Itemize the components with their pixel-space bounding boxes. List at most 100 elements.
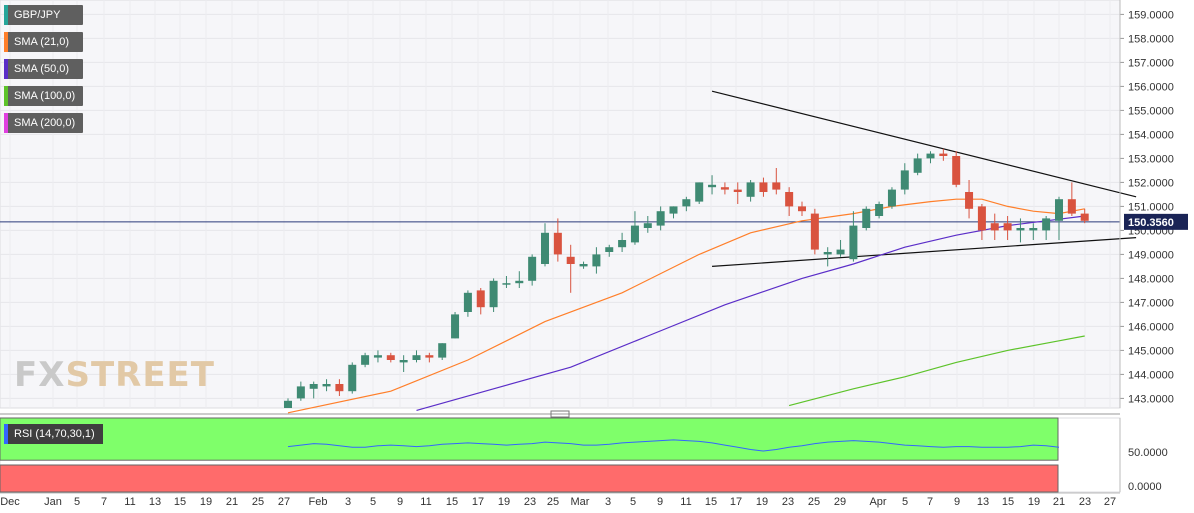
candle xyxy=(682,196,691,212)
candlesticks xyxy=(284,148,1089,408)
candle xyxy=(669,206,678,219)
candle xyxy=(1016,218,1025,243)
candle xyxy=(708,175,717,195)
x-tick-label: 23 xyxy=(782,496,794,508)
y-tick-label: 152.0000 xyxy=(1128,177,1174,189)
legend-sma21[interactable]: SMA (21,0) xyxy=(4,32,84,52)
candle-body xyxy=(284,400,292,408)
rsi-oversold-zone xyxy=(0,464,1059,493)
x-tick-label: 13 xyxy=(977,496,989,508)
candle xyxy=(900,163,909,195)
x-tick-label: 21 xyxy=(226,496,238,508)
x-tick-label: 11 xyxy=(124,496,135,508)
candle-body xyxy=(425,355,434,358)
candle-body xyxy=(1042,218,1051,231)
candle-body xyxy=(1067,199,1076,214)
candle xyxy=(373,350,382,363)
x-tick-label: Dec xyxy=(0,496,20,508)
candle-body xyxy=(566,256,575,264)
y-tick-label: 159.0000 xyxy=(1128,9,1174,21)
candle-body xyxy=(952,156,961,185)
x-tick-label: 19 xyxy=(200,496,212,508)
candle-body xyxy=(348,364,357,392)
x-tick-label: 19 xyxy=(498,496,510,508)
legend-gbpjpy[interactable]: GBP/JPY xyxy=(4,5,84,25)
candle-body xyxy=(592,254,601,267)
rsi-tick-label: 0.0000 xyxy=(1128,481,1162,493)
candle-body xyxy=(798,206,806,212)
x-tick-label: 5 xyxy=(74,496,80,508)
x-tick-label: 23 xyxy=(1079,496,1091,508)
legend-sma200[interactable]: SMA (200,0) xyxy=(4,113,84,133)
x-tick-label: 29 xyxy=(834,496,846,508)
candle xyxy=(579,261,588,269)
legend-swatch-gbpjpy xyxy=(4,5,8,25)
x-tick-label: 5 xyxy=(630,496,636,508)
x-tick-label: 27 xyxy=(278,496,290,508)
rsi-legend[interactable]: RSI (14,70,30,1) xyxy=(4,424,103,444)
candle-body xyxy=(1003,223,1012,231)
candle-body xyxy=(335,384,344,392)
candle xyxy=(605,244,614,257)
candle xyxy=(553,218,562,262)
x-tick-label: 15 xyxy=(705,496,717,508)
candle xyxy=(990,213,999,240)
candle-body xyxy=(939,153,948,156)
candle xyxy=(618,232,627,252)
candle xyxy=(836,240,845,257)
candle xyxy=(643,216,652,233)
candle-body xyxy=(849,225,858,260)
x-tick-label: 19 xyxy=(1028,496,1040,508)
candle xyxy=(592,247,601,274)
x-tick-label: 25 xyxy=(547,496,559,508)
x-tick-label: 15 xyxy=(1002,496,1014,508)
candle-body xyxy=(309,384,318,389)
x-tick-label: 9 xyxy=(397,496,403,508)
x-tick-label: 13 xyxy=(149,496,161,508)
price-plot-bg xyxy=(0,0,1121,409)
candle xyxy=(798,201,806,216)
y-tick-label: 158.0000 xyxy=(1128,33,1174,45)
legend-sma100[interactable]: SMA (100,0) xyxy=(4,86,84,106)
candle-body xyxy=(296,386,305,399)
rsi-line xyxy=(287,439,1060,452)
candle-body xyxy=(1029,228,1038,231)
candle-body xyxy=(502,283,511,285)
candle-body xyxy=(695,182,704,202)
candle xyxy=(926,151,935,164)
candle xyxy=(875,201,884,219)
candle-body xyxy=(643,223,652,228)
x-tick-label: 15 xyxy=(174,496,186,508)
candle xyxy=(849,211,858,262)
candle-body xyxy=(708,184,717,188)
y-tick-label: 144.0000 xyxy=(1128,369,1174,381)
legend-label-sma200: SMA (200,0) xyxy=(14,117,76,129)
time-axis: Dec Jan 5 7 11 13 15 19 21 25 27 Feb 3 5 9 11 15 17 19 23 25… xyxy=(0,492,1120,508)
y-tick-label: 149.0000 xyxy=(1128,249,1174,261)
candle-body xyxy=(746,182,755,197)
x-tick-label: 9 xyxy=(657,496,663,508)
x-tick-label: 23 xyxy=(524,496,536,508)
candle-body xyxy=(630,225,639,243)
x-tick-label: 7 xyxy=(927,496,933,508)
x-tick-label: 11 xyxy=(420,496,431,508)
price-axis: 159.0000 158.0000 157.0000 156.0000 155.0000… xyxy=(1119,0,1188,408)
panel-resize-handle xyxy=(550,410,570,418)
candle-body xyxy=(656,211,665,226)
candle xyxy=(630,211,639,245)
y-tick-label: 155.0000 xyxy=(1128,105,1174,117)
candle xyxy=(759,177,768,197)
candle-body xyxy=(913,158,922,173)
x-tick-label: 21 xyxy=(1053,496,1065,508)
legend-label-sma100: SMA (100,0) xyxy=(14,90,76,102)
legend-sma50[interactable]: SMA (50,0) xyxy=(4,59,84,79)
candle-body xyxy=(489,280,498,308)
candle-body xyxy=(579,264,588,267)
y-tick-label: 143.0000 xyxy=(1128,393,1174,405)
price-badge-bg xyxy=(1124,213,1188,230)
candle xyxy=(425,352,434,363)
candle xyxy=(1067,182,1076,216)
candle xyxy=(451,312,460,339)
y-tick-label: 157.0000 xyxy=(1128,57,1174,69)
candle xyxy=(284,398,292,408)
